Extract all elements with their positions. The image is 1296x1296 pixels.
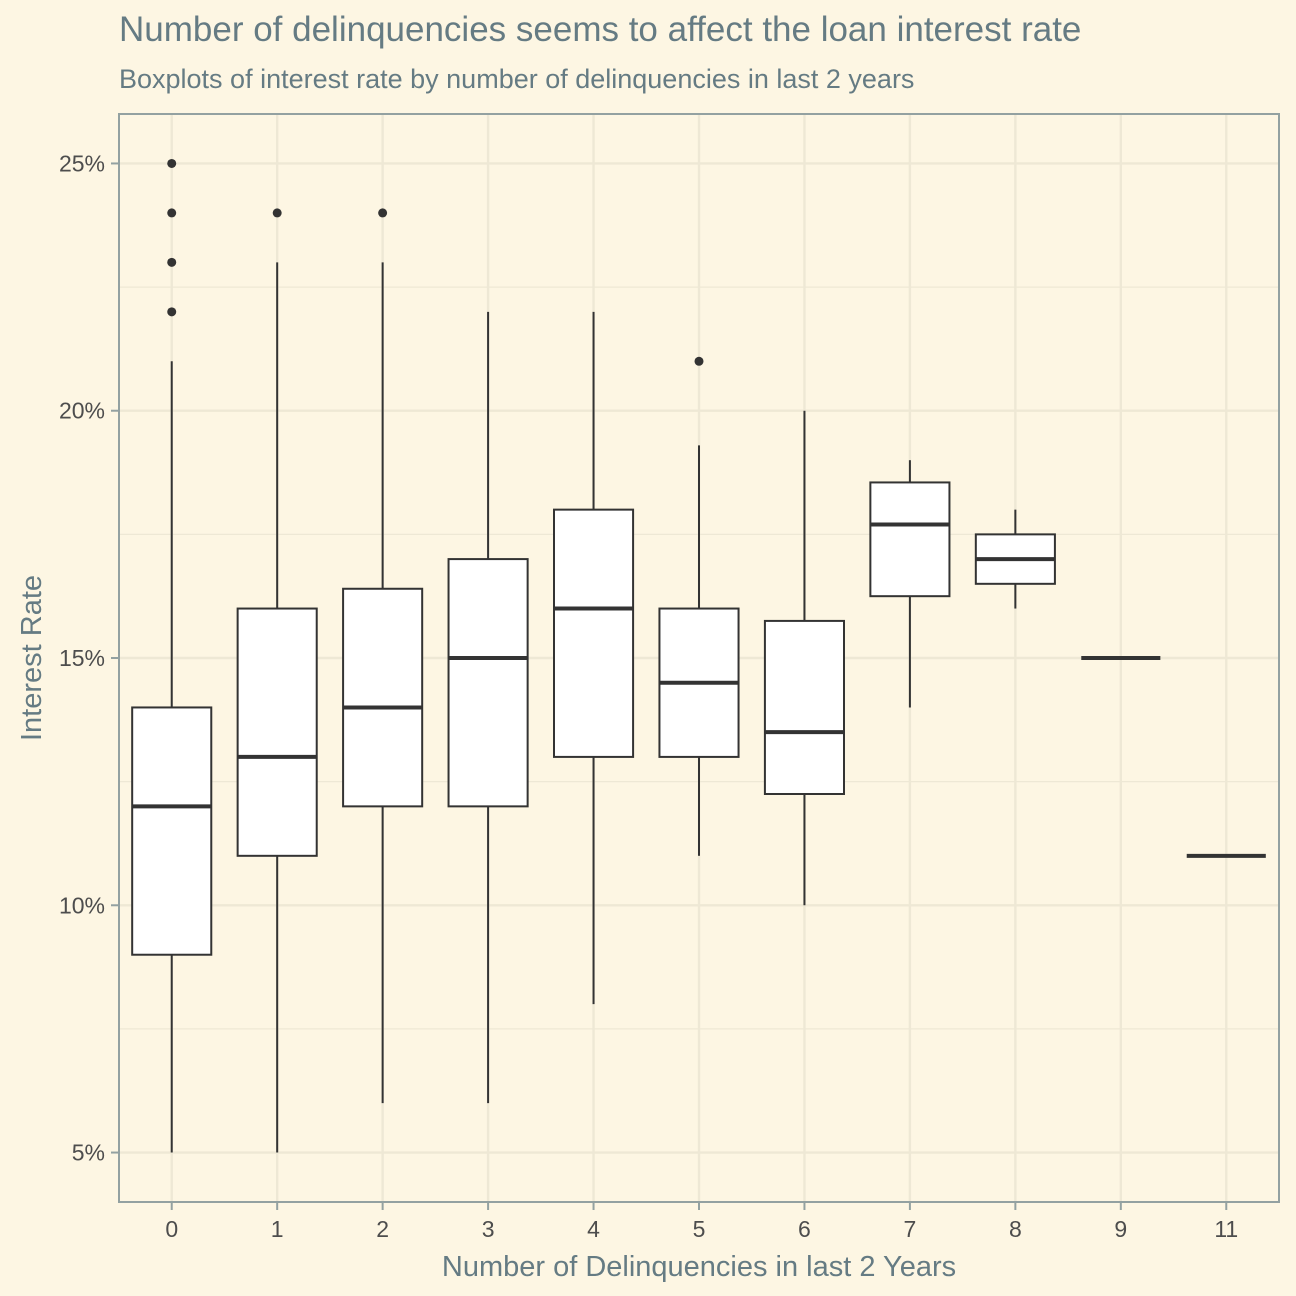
x-tick-label: 3 — [482, 1216, 495, 1242]
box-1 — [236, 208, 318, 1153]
x-tick-label: 4 — [587, 1216, 600, 1242]
box-4 — [553, 311, 635, 1005]
outlier-point — [694, 356, 704, 366]
x-tick-label: 7 — [904, 1216, 917, 1242]
y-tick-label: 5% — [72, 1140, 105, 1166]
outlier-point — [167, 307, 177, 317]
boxplot-series — [131, 158, 1266, 1153]
box-iqr — [553, 508, 635, 758]
y-tick-label: 20% — [59, 398, 105, 424]
y-tick-label: 10% — [59, 892, 105, 918]
box-8 — [974, 509, 1056, 609]
chart-subtitle: Boxplots of interest rate by number of d… — [119, 64, 915, 94]
outlier-point — [167, 158, 177, 168]
box-5 — [658, 356, 740, 856]
x-tick-label: 9 — [1114, 1216, 1127, 1242]
box-iqr — [131, 706, 213, 956]
chart-title: Number of delinquencies seems to affect … — [119, 10, 1082, 49]
y-tick-label: 25% — [59, 150, 105, 176]
x-tick-label: 1 — [271, 1216, 284, 1242]
box-6 — [763, 410, 846, 906]
x-axis-label: Number of Delinquencies in last 2 Years — [442, 1251, 956, 1283]
y-axis-label: Interest Rate — [16, 575, 48, 741]
x-tick-label: 6 — [798, 1216, 811, 1242]
outlier-point — [378, 208, 388, 218]
x-tick-label: 0 — [165, 1216, 178, 1242]
x-tick-label: 8 — [1009, 1216, 1022, 1242]
axes: 5% 10% 15% 20% 25% 0 1 2 3 4 5 6 7 8 9 11 — [59, 150, 1238, 1242]
box-iqr — [342, 587, 424, 808]
box-iqr — [447, 558, 529, 808]
box-iqr — [763, 619, 846, 796]
x-tick-label: 5 — [693, 1216, 706, 1242]
x-tick-label: 11 — [1214, 1216, 1238, 1242]
box-2 — [342, 208, 424, 1104]
y-tick-label: 15% — [59, 645, 105, 671]
box-iqr — [869, 481, 951, 598]
box-7 — [869, 460, 951, 708]
x-tick-label: 2 — [376, 1216, 389, 1242]
outlier-point — [167, 257, 177, 267]
box-0 — [131, 158, 213, 1153]
box-3 — [447, 311, 529, 1104]
box-iqr — [236, 607, 318, 857]
outlier-point — [272, 208, 282, 218]
outlier-point — [167, 208, 177, 218]
